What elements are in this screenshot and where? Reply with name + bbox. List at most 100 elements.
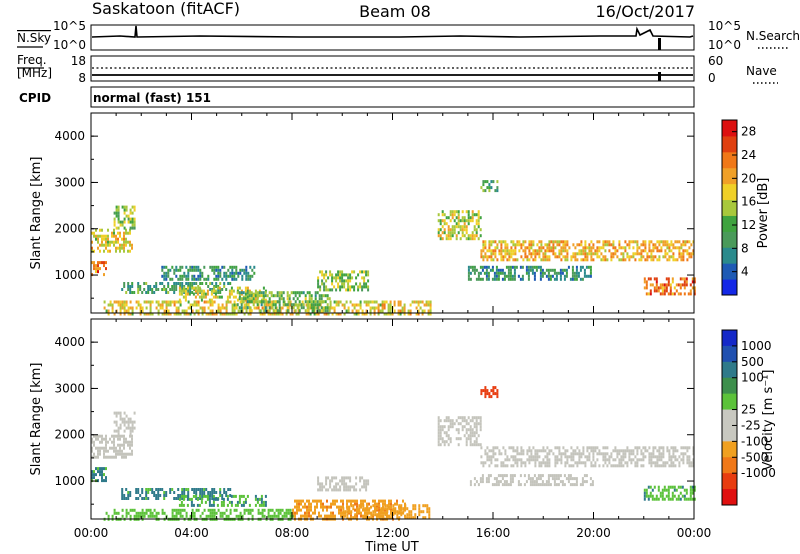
data-cell (690, 252, 693, 256)
data-cell (583, 268, 586, 272)
data-cell (526, 449, 529, 453)
data-cell (678, 455, 681, 459)
data-cell (123, 220, 126, 224)
data-cell (612, 252, 615, 256)
colorbar-swatch (722, 425, 737, 442)
data-cell (193, 491, 196, 494)
data-cell (115, 511, 118, 515)
data-cell (382, 516, 385, 520)
data-cell (455, 428, 458, 432)
data-cell (179, 277, 182, 281)
data-cell (441, 210, 444, 214)
data-cell (246, 306, 249, 310)
data-cell (668, 246, 671, 250)
data-cell (473, 443, 476, 447)
data-cell (546, 243, 549, 247)
data-cell (680, 446, 683, 450)
data-cell (649, 289, 652, 293)
data-cell (125, 511, 128, 515)
data-cell (107, 234, 109, 238)
data-cell (175, 508, 178, 512)
data-cell (369, 312, 372, 316)
data-cell (488, 449, 491, 453)
data-cell (502, 249, 505, 253)
data-cell (235, 277, 238, 281)
data-cell (244, 297, 247, 301)
data-cell (196, 497, 199, 501)
data-cell (673, 488, 676, 492)
data-cell (665, 488, 668, 492)
data-cell (662, 243, 665, 247)
data-cell (479, 480, 482, 484)
data-cell (594, 449, 597, 453)
data-cell (490, 389, 493, 393)
data-cell (217, 306, 220, 310)
data-cell (658, 464, 661, 468)
data-cell (606, 452, 609, 456)
data-cell (626, 464, 629, 468)
data-cell (428, 507, 431, 511)
data-cell (191, 277, 194, 281)
data-cell (181, 497, 184, 500)
data-cell (219, 491, 222, 494)
data-cell (289, 303, 292, 307)
data-cell (447, 234, 450, 238)
data-cell (548, 240, 551, 244)
data-cell (689, 494, 692, 498)
data-cell (287, 511, 290, 515)
data-cell (289, 508, 292, 512)
data-cell (256, 497, 259, 501)
data-cell (145, 312, 148, 316)
data-cell (663, 289, 666, 293)
data-cell (594, 461, 597, 465)
data-cell (121, 434, 123, 438)
data-cell (514, 243, 517, 247)
data-cell (510, 252, 513, 256)
data-cell (485, 277, 488, 281)
data-cell (125, 414, 128, 418)
data-cell (681, 277, 684, 281)
data-cell (576, 252, 579, 256)
data-cell (304, 297, 307, 301)
data-cell (541, 474, 544, 478)
data-cell (492, 249, 495, 253)
data-cell (564, 449, 567, 453)
data-cell (500, 452, 503, 456)
data-cell (91, 470, 93, 474)
data-cell (319, 288, 322, 292)
data-cell (686, 461, 689, 465)
data-cell (598, 449, 601, 453)
data-cell (594, 249, 597, 253)
data-cell (437, 416, 440, 420)
data-cell (355, 312, 358, 316)
data-cell (443, 425, 446, 429)
data-cell (634, 258, 637, 262)
data-cell (273, 312, 276, 316)
data-cell (359, 285, 362, 289)
data-cell (674, 455, 677, 459)
data-cell (99, 267, 101, 271)
data-cell (683, 277, 686, 281)
data-cell (678, 246, 681, 250)
data-cell (296, 502, 298, 506)
data-cell (576, 464, 579, 468)
data-cell (263, 312, 266, 316)
data-cell (310, 502, 312, 506)
data-cell (547, 274, 550, 278)
data-cell (480, 255, 483, 259)
data-cell (496, 395, 499, 399)
scatter-region (342, 504, 431, 520)
data-cell (675, 283, 678, 287)
data-cell (367, 300, 370, 304)
data-cell (418, 513, 421, 517)
data-cell (486, 186, 489, 190)
data-cell (499, 268, 502, 272)
data-cell (289, 511, 292, 515)
data-cell (660, 452, 663, 456)
data-cell (437, 440, 440, 444)
data-cell (97, 455, 99, 459)
cpid-strip: CPID normal (fast) 151 (19, 86, 695, 108)
data-cell (484, 392, 487, 396)
data-cell (361, 270, 364, 274)
data-cell (123, 312, 126, 316)
